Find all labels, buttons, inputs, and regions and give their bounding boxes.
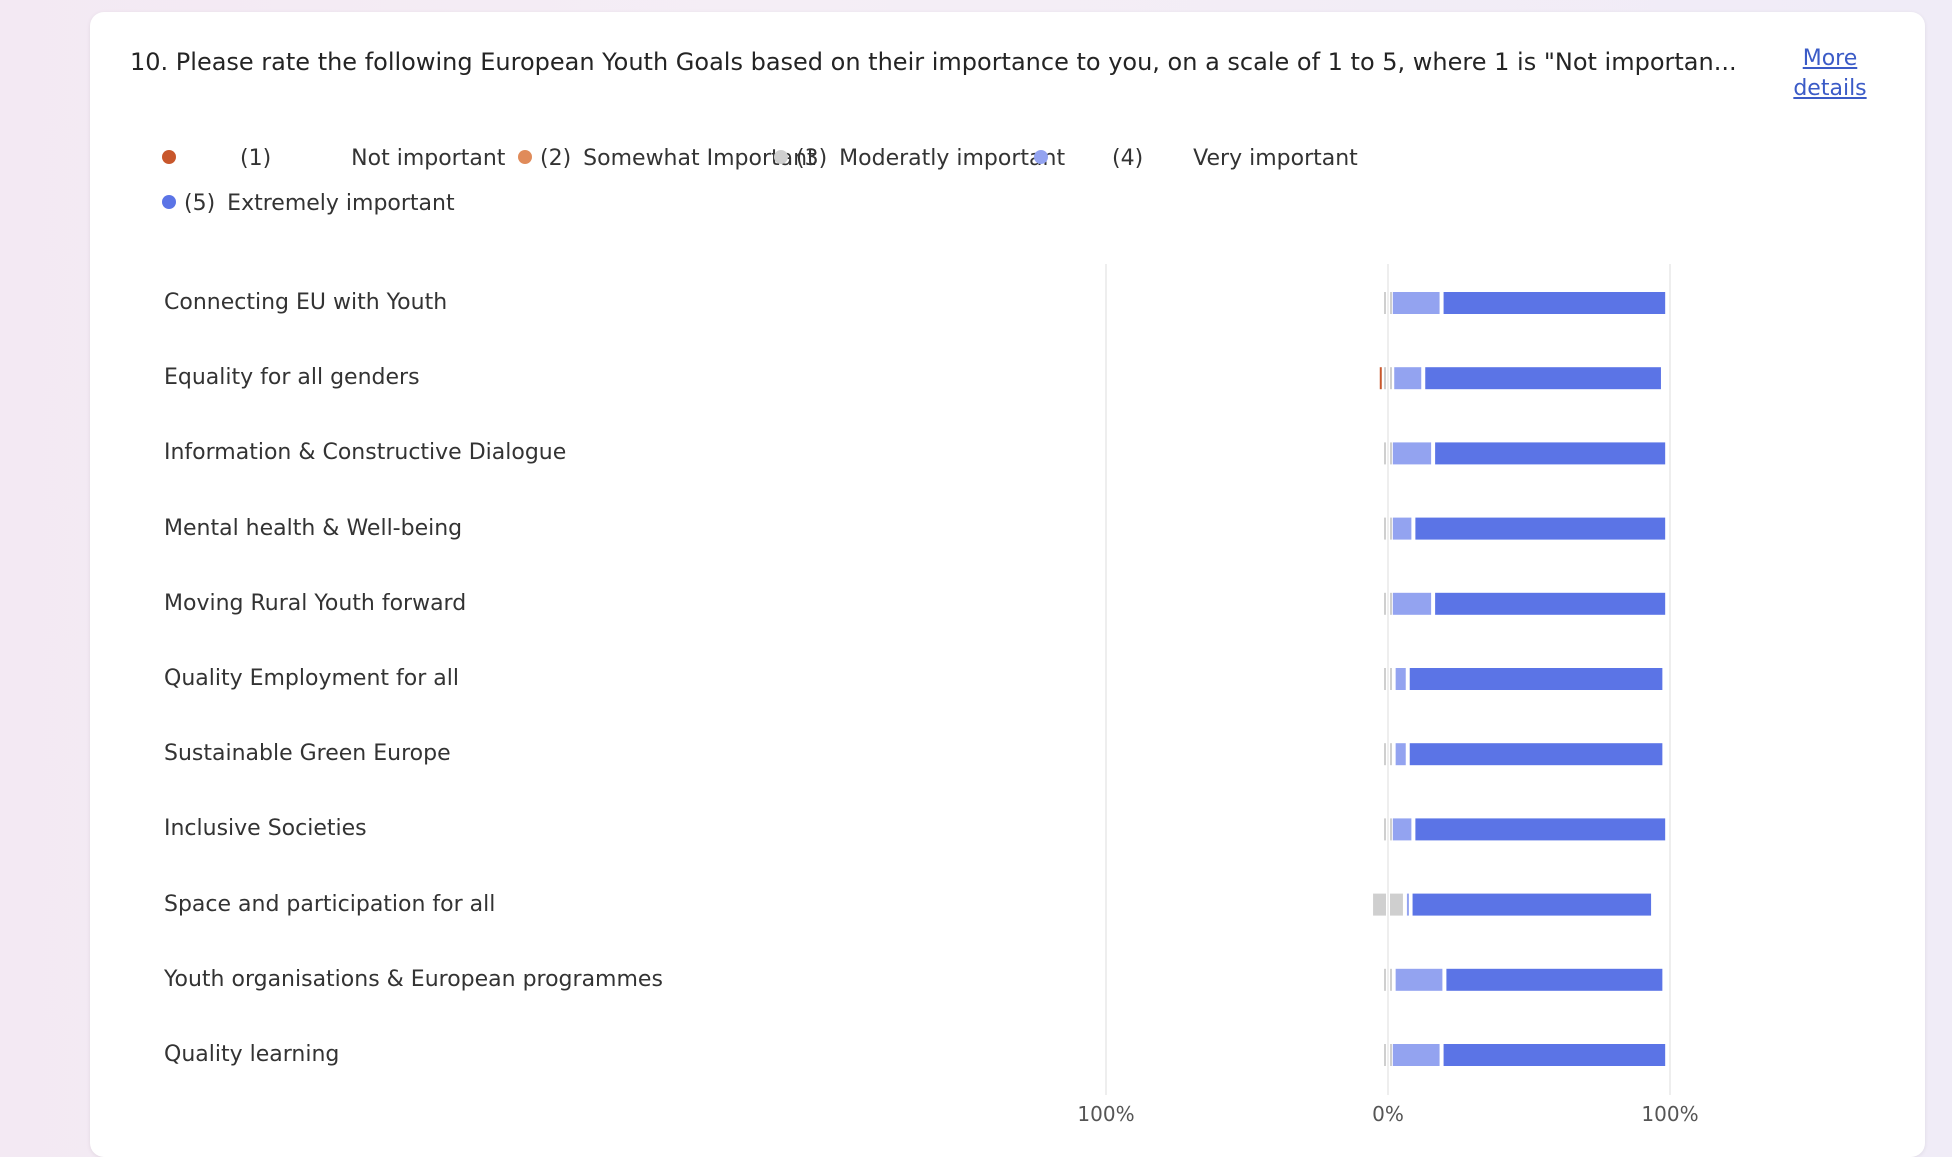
category-label: Information & Constructive Dialogue <box>164 440 567 466</box>
bar-segment-4 <box>1392 442 1432 465</box>
likert-chart: 100% 0% 100% <box>1077 264 1699 1126</box>
bar-segment-3-pos <box>1390 292 1392 314</box>
bar-segment-3-neg <box>1373 893 1386 916</box>
category-label: Sustainable Green Europe <box>164 741 451 767</box>
bar-segment-4 <box>1392 1044 1440 1066</box>
legend-swatch-icon <box>774 150 788 164</box>
bar-segment-4 <box>1395 668 1406 690</box>
bar-segment-3-pos <box>1390 818 1392 841</box>
bar-segment-1 <box>1379 367 1382 390</box>
bar-segment-3-neg <box>1384 1044 1386 1066</box>
chart-area: Connecting EU with Youth Equality for all… <box>90 252 1925 1132</box>
bar-segment-5 <box>1409 743 1663 766</box>
bar-segment-4 <box>1394 367 1422 390</box>
bar-segment-5 <box>1443 292 1666 314</box>
bar-segment-3-pos <box>1390 517 1392 540</box>
category-label: Inclusive Societies <box>164 816 367 842</box>
legend-item-3: (3) Moderatly important <box>774 144 1065 174</box>
bar-segment-3-pos <box>1390 893 1403 916</box>
bar-segment-5 <box>1443 1044 1666 1066</box>
bar-segment-3-neg <box>1384 442 1386 465</box>
category-label: Mental health & Well-being <box>164 515 463 541</box>
bar-segment-3-neg <box>1384 968 1386 991</box>
bar-segment-3-pos <box>1390 968 1392 991</box>
bar-segment-5 <box>1415 517 1666 540</box>
legend-swatch-icon <box>518 150 532 164</box>
legend-number: (4) <box>1112 146 1144 171</box>
bar-segment-5 <box>1435 592 1666 615</box>
x-tick-label: 0% <box>1372 1102 1404 1126</box>
question-card: 10. Please rate the following European Y… <box>90 12 1925 1157</box>
bar-segment-3-neg <box>1384 592 1386 615</box>
category-label: Quality learning <box>164 1042 340 1067</box>
bar-segment-3-neg <box>1384 668 1386 690</box>
bar-segment-3-neg <box>1384 818 1386 841</box>
bar-segment-3-neg <box>1384 292 1386 314</box>
bar-segment-4 <box>1395 743 1406 766</box>
bar-segment-3-pos <box>1390 668 1392 690</box>
category-label: Youth organisations & European programme… <box>164 966 663 992</box>
category-label: Connecting EU with Youth <box>164 290 448 315</box>
bar-segment-3-neg <box>1384 367 1386 390</box>
bar-segment-3-pos <box>1390 367 1392 390</box>
legend-item-2: (2) Somewhat Important <box>518 144 816 174</box>
legend-swatch-icon <box>1034 150 1048 164</box>
category-label: Quality Employment for all <box>164 666 459 691</box>
legend-swatch-icon <box>162 195 176 209</box>
legend-label: Extremely important <box>227 191 455 216</box>
bar-segment-4 <box>1392 818 1412 841</box>
legend-item-4: (4) Very important <box>1034 144 1358 174</box>
bar-segment-3-pos <box>1390 743 1392 766</box>
legend-swatch-icon <box>162 150 176 164</box>
bar-segment-4 <box>1406 893 1409 916</box>
x-tick-label: 100% <box>1077 1102 1134 1126</box>
legend-label: Not important <box>351 146 506 171</box>
legend-label: Moderatly important <box>839 146 1066 171</box>
x-tick-label: 100% <box>1641 1102 1698 1126</box>
bar-segment-5 <box>1446 968 1663 991</box>
bar-segment-4 <box>1395 968 1443 991</box>
bar-segment-3-pos <box>1390 592 1392 615</box>
legend-item-5: (5) Extremely important <box>162 189 455 219</box>
legend-number: (3) <box>796 146 828 171</box>
bar-segment-5 <box>1425 367 1661 390</box>
bar-segment-3-neg <box>1384 517 1386 540</box>
bar-segment-3-pos <box>1390 1044 1392 1066</box>
question-title: 10. Please rate the following European Y… <box>130 48 1737 76</box>
legend-number: (1) <box>240 146 272 171</box>
category-label: Moving Rural Youth forward <box>164 590 467 616</box>
bar-segment-5 <box>1412 893 1652 916</box>
bar-segment-5 <box>1415 818 1666 841</box>
bar-segment-3-pos <box>1390 442 1392 465</box>
legend-number: (5) <box>184 191 216 216</box>
bar-segment-4 <box>1392 292 1440 314</box>
bar-segment-4 <box>1392 592 1432 615</box>
bar-segment-4 <box>1392 517 1412 540</box>
more-details-link[interactable]: More details <box>1793 46 1867 101</box>
category-label: Equality for all genders <box>164 365 420 391</box>
legend-label: Somewhat Important <box>583 146 816 171</box>
bar-segment-5 <box>1435 442 1666 465</box>
bar-segment-3-neg <box>1384 743 1386 766</box>
bar-segment-5 <box>1409 668 1663 690</box>
legend-number: (2) <box>540 146 572 171</box>
legend-item-1: (1) Not important <box>162 144 505 174</box>
legend-label: Very important <box>1193 146 1358 171</box>
category-label: Space and participation for all <box>164 891 496 917</box>
